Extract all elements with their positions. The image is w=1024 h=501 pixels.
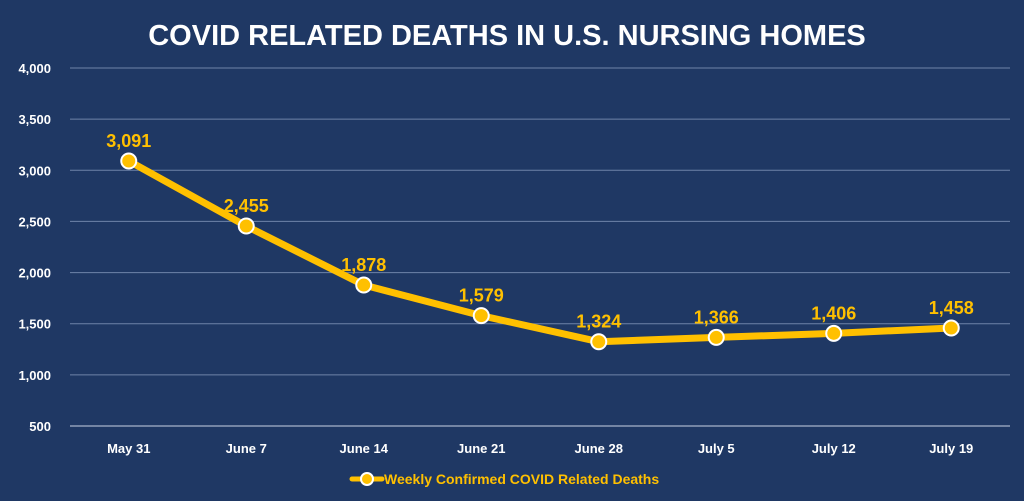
x-axis-ticks: May 31 June 7 June 14 June 21 June 28 July 5 J… [107,441,973,456]
data-point [825,324,843,342]
x-tick-label: June 7 [226,441,267,456]
legend-label: Weekly Confirmed COVID Related Deaths [384,471,659,487]
data-label: 1,878 [341,255,386,275]
legend-point-marker [360,472,374,486]
x-tick-label: June 28 [575,441,623,456]
y-tick-label: 500 [29,419,51,434]
data-label: 1,366 [694,307,739,327]
x-tick-label: May 31 [107,441,150,456]
data-point [237,217,255,235]
x-tick-label: July 12 [812,441,856,456]
series-line [125,157,955,346]
y-tick-label: 2,000 [18,266,51,281]
y-tick-label: 3,000 [18,163,51,178]
x-tick-label: June 14 [340,441,389,456]
chart-title: COVID RELATED DEATHS IN U.S. NURSING HOM… [148,20,866,52]
data-label: 1,324 [576,312,621,332]
x-tick-label: July 5 [698,441,735,456]
data-label: 1,458 [929,298,974,318]
legend: Weekly Confirmed COVID Related Deaths [349,471,659,487]
y-tick-label: 3,500 [18,112,51,127]
data-point [120,152,138,170]
data-point [942,319,960,337]
y-tick-label: 2,500 [18,214,51,229]
gridlines [70,67,1010,427]
data-labels: 3,091 2,455 1,878 1,579 1,324 1,366 1,406 1,458 [106,131,974,332]
y-tick-label: 1,000 [18,368,51,383]
data-point [355,276,373,294]
series-weekly-deaths [120,152,960,351]
data-label: 3,091 [106,131,151,151]
x-tick-label: June 21 [457,441,505,456]
data-label: 2,455 [224,196,269,216]
x-tick-label: July 19 [929,441,973,456]
data-label: 1,406 [811,303,856,323]
data-point [707,328,725,346]
data-point [590,333,608,351]
data-label: 1,579 [459,286,504,306]
y-tick-label: 4,000 [18,61,51,76]
data-point [472,307,490,325]
y-tick-label: 1,500 [18,317,51,332]
y-axis-ticks: 500 1,000 1,500 2,000 2,500 3,000 3,500 4,000 [18,61,51,434]
